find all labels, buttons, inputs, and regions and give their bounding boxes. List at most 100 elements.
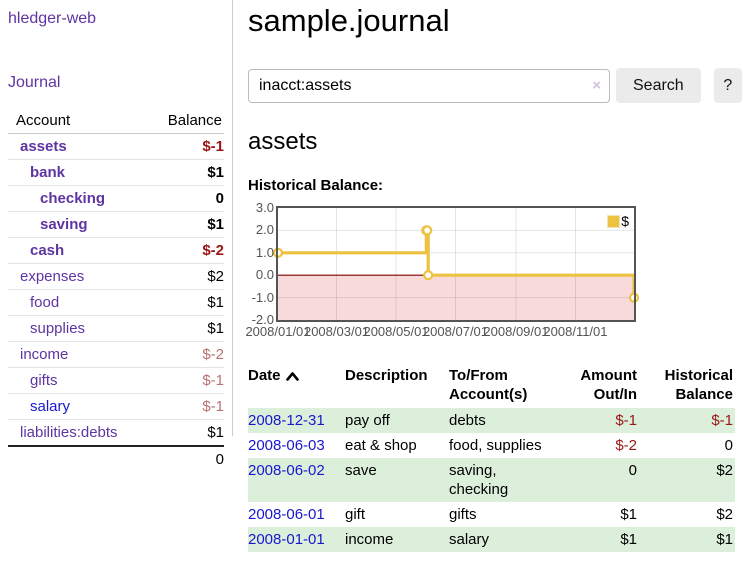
register-row: 2008-06-03 eat & shop food, supplies $-2 0 bbox=[248, 433, 735, 458]
chart-y-axis-label: 3.0 bbox=[255, 200, 274, 215]
account-link[interactable]: supplies bbox=[30, 320, 86, 337]
account-row: gifts $-1 bbox=[8, 367, 224, 394]
legend-swatch-icon bbox=[607, 214, 621, 228]
chart-y-axis-label: 0.0 bbox=[255, 267, 274, 283]
account-link[interactable]: gifts bbox=[30, 372, 58, 389]
account-row: supplies $1 bbox=[8, 315, 224, 342]
register-date-cell: 2008-06-01 bbox=[248, 502, 345, 527]
account-row: saving $1 bbox=[8, 211, 224, 238]
chart-y-axis-label: 1.0 bbox=[255, 244, 274, 260]
account-row: income $-2 bbox=[8, 341, 224, 368]
chart-y-axis-label: -2.0 bbox=[251, 312, 274, 327]
account-heading: assets bbox=[248, 128, 318, 155]
accounts-total-value: 0 bbox=[152, 445, 224, 472]
chart-x-axis-label: 2008/01/01 bbox=[245, 324, 311, 339]
account-row: cash $-2 bbox=[8, 237, 224, 264]
chart-x-axis-label: 2008/09/01 bbox=[483, 324, 549, 339]
account-link[interactable]: expenses bbox=[20, 268, 85, 285]
account-link[interactable]: food bbox=[30, 294, 60, 311]
accounts-total-row: 0 bbox=[8, 445, 224, 472]
search-input-wrap: × bbox=[248, 68, 610, 103]
account-link[interactable]: saving bbox=[40, 216, 88, 233]
account-link[interactable]: checking bbox=[40, 190, 106, 207]
account-row: assets $-1 bbox=[8, 134, 224, 160]
register-date-link[interactable]: 2008-06-02 bbox=[248, 462, 325, 479]
register-amount-cell: 0 bbox=[559, 458, 639, 502]
register-row: 2008-06-02 save saving, checking 0 $2 bbox=[248, 458, 735, 502]
search-button[interactable]: Search bbox=[616, 68, 701, 103]
chart-title: Historical Balance: bbox=[248, 177, 384, 194]
register-row: 2008-01-01 income salary $1 $1 bbox=[248, 527, 735, 552]
account-cell: assets bbox=[8, 134, 152, 160]
account-cell: food bbox=[8, 289, 153, 316]
accounts-total-spacer bbox=[8, 445, 153, 472]
register-description-cell: save bbox=[345, 458, 449, 502]
account-row: salary $-1 bbox=[8, 393, 224, 420]
sidebar-item-journal[interactable]: Journal bbox=[8, 74, 61, 91]
account-cell: income bbox=[8, 341, 153, 368]
account-cell: gifts bbox=[8, 367, 153, 394]
account-row: bank $1 bbox=[8, 159, 224, 186]
register-header-row: Date Description To/From Account(s) Amou… bbox=[248, 364, 735, 408]
register-date-link[interactable]: 2008-06-01 bbox=[248, 506, 325, 523]
register-balance-cell: $1 bbox=[639, 527, 735, 552]
account-link[interactable]: liabilities:debts bbox=[20, 424, 118, 441]
account-balance: $-2 bbox=[152, 341, 224, 368]
account-link[interactable]: income bbox=[20, 346, 69, 363]
register-date-cell: 2008-12-31 bbox=[248, 408, 345, 433]
register-balance-cell: $2 bbox=[716, 506, 733, 523]
account-balance: $1 bbox=[152, 315, 224, 342]
account-balance: $1 bbox=[152, 289, 224, 316]
account-balance: $2 bbox=[152, 263, 224, 290]
account-row: food $1 bbox=[8, 289, 224, 316]
account-link[interactable]: salary bbox=[30, 398, 71, 415]
accounts-column-header-account: Account bbox=[8, 109, 153, 134]
balance-chart-plot: $ bbox=[272, 206, 640, 322]
account-balance: $-2 bbox=[152, 237, 224, 264]
register-accounts-cell: salary bbox=[449, 527, 559, 552]
accounts-header-row: Account Balance bbox=[8, 109, 224, 134]
sort-ascending-icon bbox=[285, 372, 299, 381]
balance-chart: $ 3.0 2.0 1.0 0.0 -1.0 -2.0 2008/01/01 2008/03/… bbox=[245, 200, 742, 342]
accounts-body: assets $-1 bank $1 checking 0 saving $1 cash $-2 e… bbox=[8, 134, 224, 472]
account-cell: bank bbox=[8, 159, 153, 186]
account-link[interactable]: assets bbox=[20, 138, 67, 155]
register-accounts-cell: debts bbox=[449, 408, 559, 433]
clear-search-icon[interactable]: × bbox=[592, 76, 601, 94]
account-balance: $-1 bbox=[202, 138, 224, 155]
help-button[interactable]: ? bbox=[713, 68, 742, 103]
column-header-date-label: Date bbox=[248, 367, 281, 384]
account-link[interactable]: bank bbox=[30, 164, 66, 181]
search-form: × Search ? bbox=[248, 68, 742, 103]
column-header-date[interactable]: Date bbox=[248, 364, 345, 408]
register-balance-cell: 0 bbox=[724, 437, 733, 454]
account-cell: expenses bbox=[8, 263, 153, 290]
chart-y-axis-label: -1.0 bbox=[251, 289, 274, 305]
column-header-accounts: To/From Account(s) bbox=[449, 367, 528, 403]
account-cell: checking bbox=[8, 185, 153, 212]
register-description-cell: pay off bbox=[345, 408, 449, 433]
register-description-cell: eat & shop bbox=[345, 437, 417, 454]
register-amount-cell: $1 bbox=[620, 506, 637, 523]
brand-link[interactable]: hledger-web bbox=[8, 10, 97, 27]
chart-x-axis-label: 2008/07/01 bbox=[422, 324, 489, 339]
register-date-cell: 2008-01-01 bbox=[248, 527, 345, 552]
account-cell: saving bbox=[8, 211, 153, 238]
sidebar: hledger-web Journal Account Balance asse… bbox=[0, 0, 233, 472]
account-balance: $-1 bbox=[152, 393, 224, 420]
account-balance: $1 bbox=[152, 419, 224, 446]
account-link[interactable]: cash bbox=[30, 242, 65, 259]
account-row: expenses $2 bbox=[8, 263, 224, 290]
register-date-cell: 2008-06-03 bbox=[248, 433, 345, 458]
search-input[interactable] bbox=[248, 68, 610, 103]
register-date-link[interactable]: 2008-12-31 bbox=[248, 412, 325, 429]
account-balance: 0 bbox=[152, 185, 224, 212]
account-row: liabilities:debts $1 bbox=[8, 419, 224, 446]
register-date-link[interactable]: 2008-01-01 bbox=[248, 531, 325, 548]
chart-legend: $ bbox=[607, 213, 629, 229]
column-header-amount: Amount Out/In bbox=[580, 367, 637, 403]
register-accounts-cell: food, supplies bbox=[449, 437, 542, 454]
register-description-cell: gift bbox=[345, 506, 366, 523]
register-date-link[interactable]: 2008-06-03 bbox=[248, 437, 325, 454]
account-cell: salary bbox=[8, 393, 153, 420]
